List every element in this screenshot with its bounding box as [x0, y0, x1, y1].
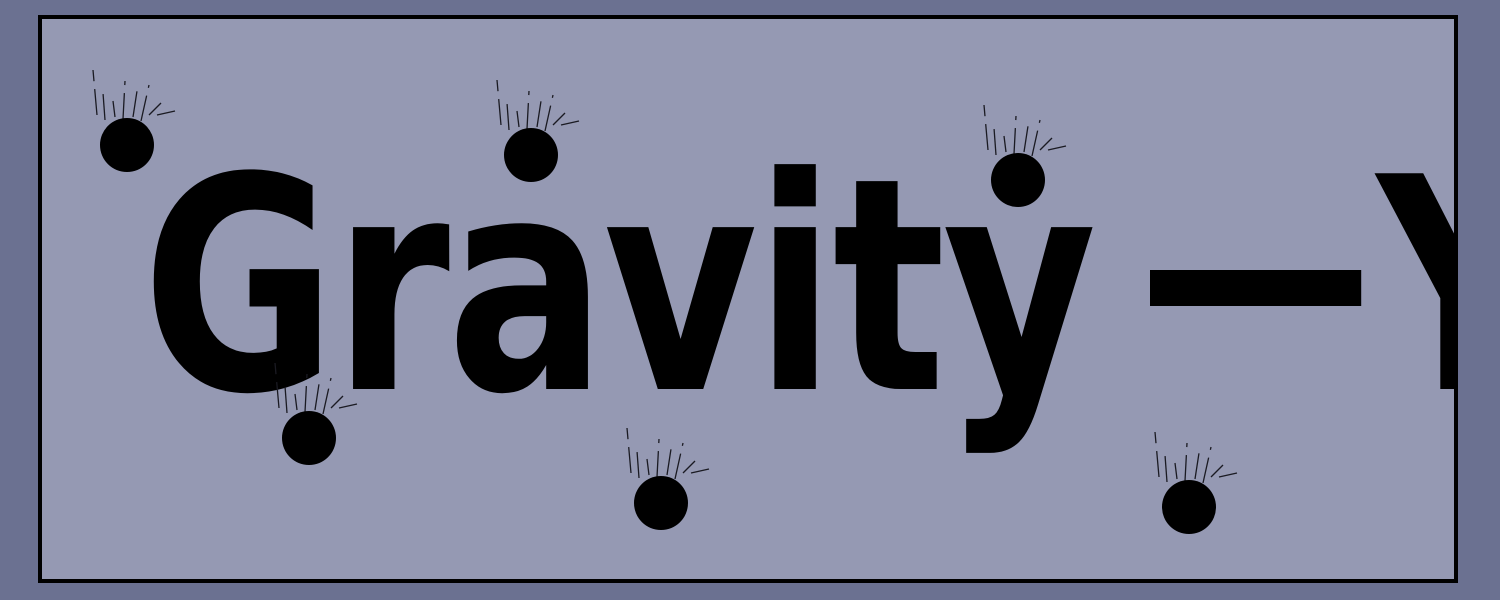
- title-word: Gravity: [142, 114, 1097, 459]
- title-suffix: Y: [1377, 114, 1454, 459]
- banner-title: GravityY: [142, 139, 1454, 435]
- title-dash: [1149, 270, 1361, 307]
- title-banner: Gravity Y: [38, 15, 1458, 583]
